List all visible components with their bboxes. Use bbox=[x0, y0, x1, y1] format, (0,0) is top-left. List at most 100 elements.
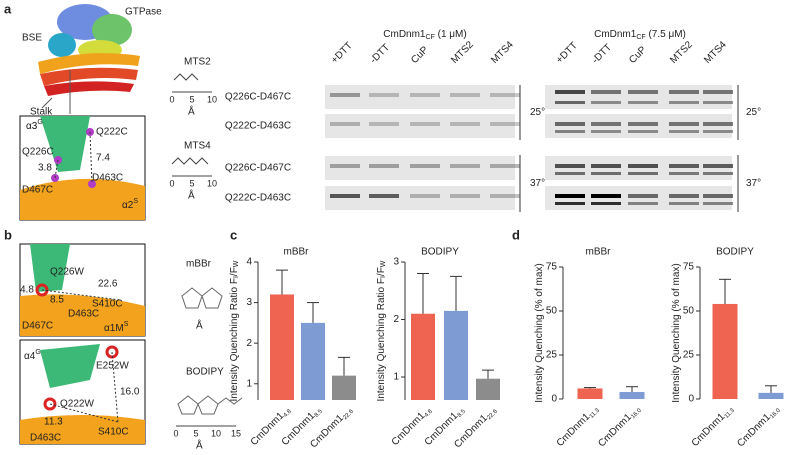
gel-title: CmDnm1CF (7.5 μM) bbox=[594, 29, 686, 41]
residue-label: Q226C bbox=[22, 147, 54, 158]
y-tick-label: 2 bbox=[393, 314, 399, 325]
gel-band bbox=[490, 194, 520, 198]
error-bar bbox=[450, 275, 462, 311]
gel-band bbox=[628, 90, 658, 94]
temperature-label: 25° bbox=[746, 107, 761, 118]
gel-band bbox=[369, 93, 399, 97]
scale-label: 5 bbox=[193, 428, 198, 438]
residue-label: D463C bbox=[92, 173, 123, 184]
bar bbox=[758, 392, 784, 399]
gel-band bbox=[703, 164, 733, 168]
reagent-structure bbox=[177, 395, 243, 415]
y-tick-label: 75 bbox=[683, 262, 695, 273]
row-label: Q222C-D463C bbox=[225, 121, 291, 132]
row-label: Q222C-D463C bbox=[225, 193, 291, 204]
category-name: CmDnm1 bbox=[389, 410, 427, 448]
gel-band bbox=[628, 122, 658, 126]
gel-band bbox=[591, 122, 621, 126]
chart-title: mBBr bbox=[586, 247, 612, 258]
residue-label: Q222C bbox=[96, 127, 128, 138]
gel-band bbox=[669, 194, 699, 198]
bar bbox=[301, 322, 325, 400]
y-axis-label-part: I bbox=[233, 276, 240, 278]
domain-label: BSE bbox=[22, 33, 42, 44]
y-axis-label-part: /F bbox=[376, 267, 387, 276]
scale-label: 5 bbox=[189, 178, 194, 188]
error-bar bbox=[765, 385, 777, 393]
lane-label: +DTT bbox=[554, 40, 580, 66]
zoom-view bbox=[19, 243, 146, 445]
residue-label: E252W bbox=[96, 361, 129, 372]
y-tick-label: 25 bbox=[683, 350, 695, 361]
gel-band bbox=[555, 130, 585, 133]
protein-structure bbox=[38, 4, 140, 114]
gel-title-conc: (1 μM) bbox=[435, 29, 467, 40]
reagent-name: mBBr bbox=[186, 259, 212, 270]
distance-label: 7.4 bbox=[96, 153, 110, 164]
category-name: CmDnm1 bbox=[735, 411, 773, 449]
gel-band bbox=[555, 194, 585, 198]
gel-band bbox=[450, 194, 480, 198]
gel-band bbox=[330, 194, 360, 198]
gel-band bbox=[669, 130, 699, 133]
reagent-name: BODIPY bbox=[186, 367, 224, 378]
category-name: CmDnm1 bbox=[596, 411, 634, 449]
category-sub: 11.3 bbox=[723, 407, 736, 420]
bar bbox=[577, 388, 603, 399]
helix-label: α1MS bbox=[104, 321, 129, 334]
gel-band bbox=[703, 202, 733, 205]
y-axis-label-part: Intensity Quenching (% of max) bbox=[534, 263, 545, 403]
helix-sup: S bbox=[133, 198, 138, 205]
error-bar bbox=[626, 386, 638, 392]
y-axis-label-part: Intensity Quenching (% of max) bbox=[671, 263, 682, 403]
gel-band bbox=[628, 130, 658, 133]
distance-label: 11.3 bbox=[44, 417, 63, 428]
gel-band bbox=[669, 172, 699, 175]
category-sub: 8.5 bbox=[314, 408, 325, 419]
helix-label: α2S bbox=[122, 198, 138, 211]
error-bar bbox=[417, 273, 429, 314]
y-axis-label-part: Intensity Quenching Ratio F bbox=[229, 278, 240, 401]
domain-label: Stalk bbox=[30, 107, 53, 118]
chart-title: BODIPY bbox=[716, 247, 754, 258]
y-tick-label: 75 bbox=[546, 262, 558, 273]
residue-label: D467C bbox=[22, 185, 53, 196]
y-tick-label: 0 bbox=[551, 394, 557, 405]
gel-band bbox=[330, 122, 360, 126]
gel-band bbox=[555, 101, 585, 104]
lane-label: MTS2 bbox=[449, 39, 476, 66]
lane-label: CuP bbox=[627, 44, 649, 66]
scale-label: 10 bbox=[207, 94, 217, 104]
gel-band bbox=[703, 194, 733, 198]
category-sub: 4.8 bbox=[424, 408, 435, 419]
lane-label: MTS4 bbox=[489, 39, 516, 66]
gel-band bbox=[450, 122, 480, 126]
error-bar bbox=[276, 269, 288, 295]
gel-band bbox=[628, 101, 658, 104]
gel-strip bbox=[325, 114, 515, 138]
gel-strip bbox=[325, 156, 515, 180]
panel-letter: d bbox=[512, 227, 520, 242]
y-tick-label: 2 bbox=[246, 338, 252, 349]
x-tick-label: CmDnm111.3 bbox=[689, 403, 736, 450]
reagent-structure bbox=[181, 287, 223, 309]
gel-band bbox=[669, 90, 699, 94]
panel-letter: b bbox=[4, 227, 12, 242]
category-sub: 22.6 bbox=[486, 408, 499, 421]
row-label: Q226C-D467C bbox=[225, 163, 291, 174]
gel-band bbox=[591, 101, 621, 104]
lane-label: +DTT bbox=[329, 40, 355, 66]
bar bbox=[411, 313, 435, 400]
gel-band bbox=[591, 202, 621, 205]
helix-sup: S bbox=[124, 321, 129, 328]
bar bbox=[444, 310, 468, 400]
gel-band bbox=[555, 172, 585, 175]
residue-label: Q222W bbox=[60, 399, 94, 410]
bar bbox=[712, 303, 738, 399]
gel-band bbox=[669, 202, 699, 205]
helix-sup: G bbox=[37, 119, 42, 126]
scale-label: 10 bbox=[211, 428, 221, 438]
bar bbox=[476, 378, 500, 400]
gel-band bbox=[669, 122, 699, 126]
error-bar bbox=[307, 302, 319, 323]
